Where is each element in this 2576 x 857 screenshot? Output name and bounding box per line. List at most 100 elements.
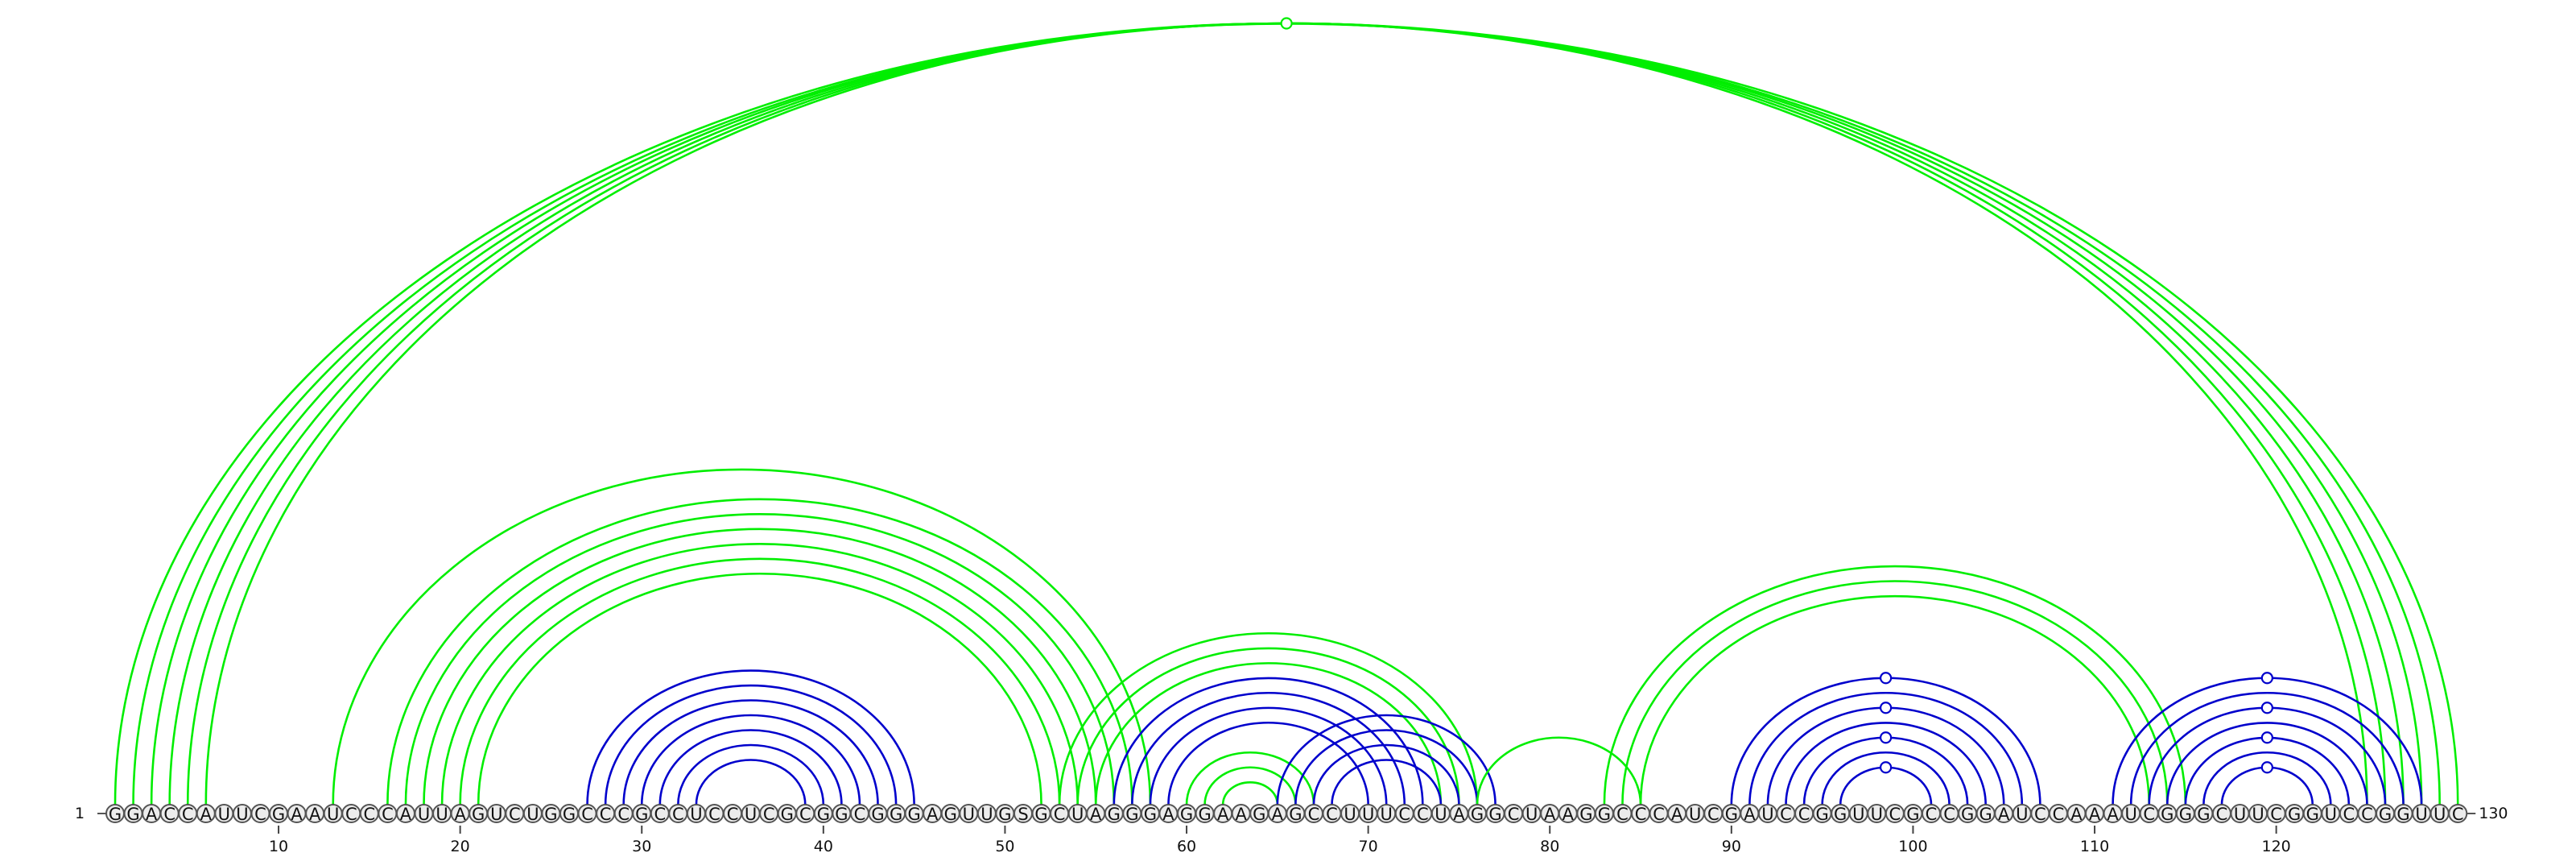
nucleotide-13: U [323, 804, 343, 824]
nucleotide-92: U [1757, 804, 1777, 824]
nucleotide-59: A [1158, 804, 1179, 824]
svg-text:U: U [1344, 805, 1356, 824]
svg-text:U: U [963, 805, 975, 824]
svg-text:C: C [2053, 805, 2065, 824]
svg-text:C: C [1054, 805, 1066, 824]
nucleotide-2: G [123, 804, 143, 824]
tick-label-20: 20 [451, 838, 470, 855]
nucleotide-122: G [2302, 804, 2322, 824]
nucleotide-70: U [1358, 804, 1378, 824]
nucleotide-72: C [1394, 804, 1414, 824]
nucleotide-30: G [632, 804, 652, 824]
svg-text:G: G [109, 805, 122, 824]
svg-text:C: C [1653, 805, 1665, 824]
nucleotide-62: A [1213, 804, 1233, 824]
nucleotide-76: G [1468, 804, 1487, 824]
nucleotide-25: G [541, 804, 561, 824]
nucleotide-48: U [959, 804, 979, 824]
tick-label-40: 40 [814, 838, 833, 855]
svg-text:G: G [1471, 805, 1484, 824]
svg-text:U: U [218, 805, 230, 824]
arc-57-72 [1131, 691, 1406, 805]
svg-text:C: C [182, 805, 194, 824]
nucleotide-12: A [305, 804, 325, 824]
svg-text:C: C [617, 805, 630, 824]
svg-text:U: U [2016, 805, 2028, 824]
nucleotide-87: A [1667, 804, 1687, 824]
arc-18-55 [423, 528, 1097, 805]
svg-text:C: C [382, 805, 394, 824]
svg-text:G: G [1598, 805, 1611, 824]
svg-text:C: C [2343, 805, 2355, 824]
arc-16-57 [386, 498, 1133, 805]
nucleotide-98: U [1867, 804, 1887, 824]
svg-text:A: A [1453, 805, 1465, 824]
svg-text:G: G [2161, 805, 2174, 824]
arc-55-74 [1094, 661, 1443, 805]
svg-text:G: G [944, 805, 957, 824]
arc-32-40 [677, 743, 825, 805]
svg-text:U: U [1689, 805, 1701, 824]
nucleotide-68: C [1322, 804, 1342, 824]
tick-label-80: 80 [1540, 838, 1559, 855]
svg-text:A: A [309, 805, 321, 824]
svg-text:G: G [544, 805, 557, 824]
nucleotide-26: G [559, 804, 579, 824]
svg-text:C: C [1616, 805, 1629, 824]
svg-text:G: G [1253, 805, 1265, 824]
arc-13-58 [332, 468, 1152, 805]
svg-text:C: C [1308, 805, 1320, 824]
nucleotide-31: C [650, 804, 670, 824]
svg-text:G: G [2197, 805, 2210, 824]
nucleotide-33: U [686, 804, 706, 824]
nucleotide-85: C [1631, 804, 1651, 824]
svg-text:A: A [454, 805, 466, 824]
nucleotide-123: U [2321, 804, 2341, 824]
svg-text:G: G [472, 805, 485, 824]
arc-17-56 [404, 512, 1116, 805]
svg-text:U: U [745, 805, 757, 824]
nucleotide-34: C [704, 804, 724, 824]
arc-60-67 [1185, 751, 1315, 805]
nucleotide-23: C [505, 804, 525, 824]
svg-text:G: G [2179, 805, 2192, 824]
arc-28-44 [604, 684, 898, 805]
nucleotide-94: C [1794, 804, 1814, 824]
nucleotide-93: C [1776, 804, 1796, 824]
arc-27-45 [586, 669, 915, 805]
nucleotide-79: U [1521, 804, 1542, 824]
arc-76-85 [1476, 736, 1642, 805]
arc-marker-1-130 [1280, 17, 1293, 30]
svg-text:G: G [2396, 805, 2409, 824]
tick-label-90: 90 [1722, 838, 1741, 855]
svg-text:G: G [1144, 805, 1157, 824]
nucleotide-22: U [486, 804, 506, 824]
nucleotide-36: U [741, 804, 761, 824]
nucleotide-49: U [976, 804, 997, 824]
nucleotide-80: A [1540, 804, 1560, 824]
nucleotide-114: G [2157, 804, 2178, 824]
nucleotide-75: A [1449, 804, 1469, 824]
nucleotide-37: C [759, 804, 779, 824]
svg-text:S: S [1018, 805, 1028, 824]
svg-text:C: C [672, 805, 684, 824]
nucleotide-84: C [1612, 804, 1633, 824]
nucleotide-5: C [178, 804, 198, 824]
nucleotide-29: C [613, 804, 634, 824]
tick-label-30: 30 [632, 838, 651, 855]
svg-text:C: C [727, 805, 739, 824]
nucleotide-88: U [1685, 804, 1705, 824]
arc-19-54 [440, 543, 1079, 805]
svg-text:C: C [2216, 805, 2228, 824]
svg-text:G: G [871, 805, 884, 824]
svg-text:C: C [654, 805, 666, 824]
svg-text:C: C [163, 805, 175, 824]
svg-text:A: A [1162, 805, 1174, 824]
svg-text:A: A [1744, 805, 1756, 824]
nucleotide-130: C [2448, 804, 2468, 824]
svg-text:U: U [1761, 805, 1773, 824]
start-position-label: 1 [75, 805, 85, 822]
nucleotide-3: A [142, 804, 162, 824]
svg-text:C: C [708, 805, 720, 824]
nucleotide-73: C [1413, 804, 1433, 824]
